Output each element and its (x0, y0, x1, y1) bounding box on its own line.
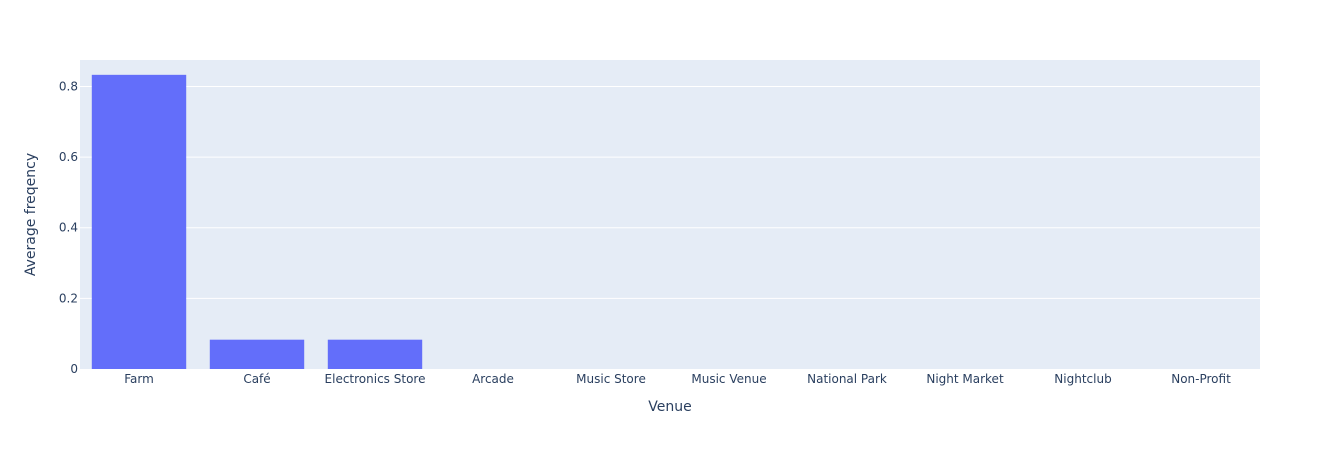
x-tick-label: Night Market (926, 372, 1004, 386)
y-tick-label: 0 (70, 362, 78, 376)
bar[interactable] (91, 74, 187, 369)
x-tick-label: Nightclub (1054, 372, 1111, 386)
bar[interactable] (327, 339, 423, 369)
x-axis-title: Venue (648, 399, 691, 415)
x-tick-label: Farm (124, 372, 154, 386)
y-tick-label: 0.8 (59, 79, 78, 93)
y-tick-label: 0.6 (59, 150, 78, 164)
bars (91, 74, 423, 369)
x-tick-label: Arcade (472, 372, 514, 386)
x-tick-label: Electronics Store (325, 372, 426, 386)
y-tick-label: 0.4 (59, 221, 78, 235)
y-axis-title: Average freqency (23, 153, 39, 276)
x-tick-label: Music Store (576, 372, 646, 386)
y-tick-label: 0.2 (59, 291, 78, 305)
plot-background (80, 60, 1260, 369)
x-axis-ticks: Farm Café Electronics Store Arcade Music Sto… (124, 372, 1231, 386)
gridlines (80, 85, 1260, 299)
x-tick-label: Music Venue (691, 372, 766, 386)
x-tick-label: Café (243, 372, 270, 386)
x-tick-label: Non-Profit (1171, 372, 1231, 386)
bar[interactable] (209, 339, 305, 369)
y-axis-ticks: 0 0.2 0.4 0.6 0.8 (59, 79, 78, 376)
x-tick-label: National Park (807, 372, 887, 386)
